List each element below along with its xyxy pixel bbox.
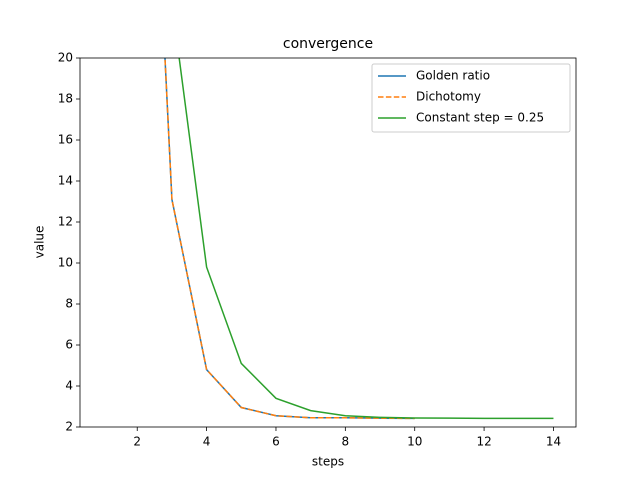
- y-tick-label: 10: [58, 256, 73, 270]
- y-tick-label: 16: [58, 133, 73, 147]
- x-tick-label: 12: [476, 435, 491, 449]
- y-tick-label: 18: [58, 92, 73, 106]
- axes-frame: [79, 57, 577, 428]
- series-line: [178, 58, 554, 420]
- y-tick-label: 14: [58, 174, 73, 188]
- plot-area: [164, 58, 554, 420]
- y-tick-label: 12: [58, 215, 73, 229]
- x-axis-label: steps: [312, 455, 344, 469]
- legend-label: Golden ratio: [416, 69, 490, 83]
- y-axis-label: value: [33, 226, 47, 259]
- y-tick-label: 2: [65, 420, 73, 434]
- y-tick-label: 4: [65, 379, 73, 393]
- x-tick-label: 10: [407, 435, 422, 449]
- series-line: [164, 58, 415, 420]
- series-line: [164, 58, 415, 420]
- x-tick-label: 4: [203, 435, 211, 449]
- legend-label: Constant step = 0.25: [416, 111, 544, 125]
- x-tick-label: 6: [272, 435, 280, 449]
- legend-box: [371, 63, 571, 133]
- x-tick-label: 14: [546, 435, 561, 449]
- x-tick-label: 8: [342, 435, 350, 449]
- y-tick-label: 6: [65, 338, 73, 352]
- y-tick-label: 20: [58, 51, 73, 65]
- chart-title: convergence: [283, 36, 373, 52]
- x-tick-label: 2: [133, 435, 141, 449]
- legend-label: Dichotomy: [416, 90, 481, 104]
- y-tick-label: 8: [65, 297, 73, 311]
